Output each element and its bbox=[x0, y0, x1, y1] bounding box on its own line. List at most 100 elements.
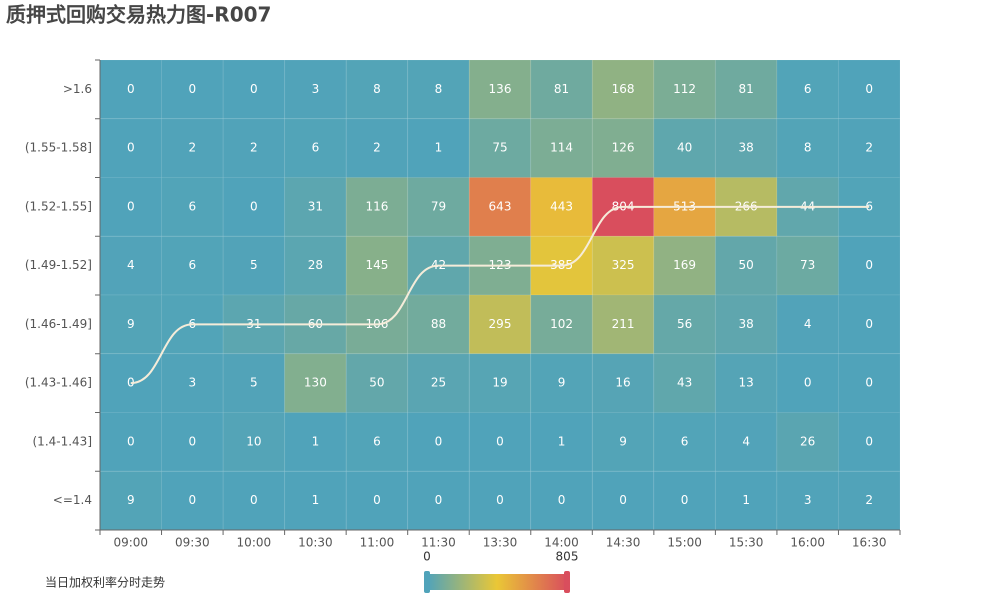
heat-cell bbox=[776, 294, 839, 355]
cell-label: 4 bbox=[127, 258, 135, 272]
x-tick-label: 10:00 bbox=[237, 536, 272, 550]
cell-label: 126 bbox=[612, 141, 635, 155]
heat-cell bbox=[530, 59, 593, 120]
heat-cell bbox=[653, 235, 716, 296]
x-tick-label: 09:30 bbox=[175, 536, 210, 550]
cell-label: 40 bbox=[677, 141, 692, 155]
y-tick-label: >1.6 bbox=[63, 82, 92, 96]
cell-label: 0 bbox=[865, 82, 873, 96]
rate-line bbox=[130, 205, 870, 385]
y-tick-label: (1.52-1.55] bbox=[25, 199, 92, 213]
heat-cell bbox=[222, 470, 286, 531]
heat-cell bbox=[468, 412, 532, 472]
cell-label: 8 bbox=[804, 141, 812, 155]
cell-label: 6 bbox=[804, 82, 812, 96]
cell-label: 0 bbox=[496, 493, 504, 507]
heat-cell bbox=[714, 412, 778, 472]
cell-label: 3 bbox=[312, 82, 320, 96]
x-tick-label: 15:30 bbox=[729, 536, 764, 550]
cell-label: 0 bbox=[804, 376, 812, 390]
cell-label: 0 bbox=[250, 82, 258, 96]
x-tick-label: 11:00 bbox=[360, 536, 395, 550]
heat-cell bbox=[653, 470, 716, 531]
y-tick-label: (1.43-1.46] bbox=[25, 376, 92, 390]
chart-title: 质押式回购交易热力图-R007 bbox=[6, 3, 271, 27]
cell-label: 0 bbox=[127, 82, 135, 96]
cell-label: 81 bbox=[739, 82, 754, 96]
heat-cell bbox=[161, 353, 224, 413]
cell-label: 0 bbox=[865, 434, 873, 448]
cell-label: 3 bbox=[804, 493, 812, 507]
cell-label: 16 bbox=[615, 376, 630, 390]
heat-cell bbox=[345, 118, 409, 178]
heat-cell bbox=[591, 353, 655, 413]
cell-label: 2 bbox=[373, 141, 381, 155]
x-tick-label: 15:00 bbox=[667, 536, 702, 550]
visual-map-bar bbox=[427, 574, 567, 590]
cell-label: 0 bbox=[865, 317, 873, 331]
visual-map-max: 805 bbox=[556, 550, 579, 564]
cell-label: 6 bbox=[681, 434, 689, 448]
heat-cell bbox=[284, 235, 347, 296]
cell-label: 1 bbox=[742, 493, 750, 507]
cell-label: 0 bbox=[250, 199, 258, 213]
heat-cell bbox=[776, 59, 839, 120]
cell-label: 9 bbox=[127, 493, 135, 507]
heat-cell bbox=[407, 470, 470, 531]
heat-cell bbox=[714, 235, 778, 296]
cell-label: 26 bbox=[800, 434, 815, 448]
heat-cell bbox=[653, 412, 716, 472]
heat-cell bbox=[837, 118, 901, 178]
cell-label: 112 bbox=[673, 82, 696, 96]
y-tick-label: <=1.4 bbox=[53, 493, 92, 507]
heat-cell bbox=[99, 118, 163, 178]
heat-cell bbox=[284, 118, 347, 178]
x-tick-label: 11:30 bbox=[421, 536, 456, 550]
cell-label: 73 bbox=[800, 258, 815, 272]
heat-cell bbox=[591, 412, 655, 472]
heat-cell bbox=[345, 353, 409, 413]
heat-cell bbox=[345, 177, 409, 237]
cell-label: 9 bbox=[619, 434, 627, 448]
cell-label: 19 bbox=[492, 376, 507, 390]
cell-label: 5 bbox=[250, 258, 258, 272]
cell-label: 1 bbox=[435, 141, 443, 155]
cell-label: 2 bbox=[865, 141, 873, 155]
cell-label: 88 bbox=[431, 317, 446, 331]
heat-cell bbox=[99, 412, 163, 472]
cell-label: 75 bbox=[492, 141, 507, 155]
cell-label: 6 bbox=[312, 141, 320, 155]
cell-label: 13 bbox=[739, 376, 754, 390]
cell-label: 168 bbox=[612, 82, 635, 96]
cell-label: 0 bbox=[681, 493, 689, 507]
cell-label: 0 bbox=[250, 493, 258, 507]
cell-label: 6 bbox=[188, 199, 196, 213]
cell-label: 38 bbox=[739, 141, 754, 155]
x-tick-label: 10:30 bbox=[298, 536, 333, 550]
cell-label: 325 bbox=[612, 258, 635, 272]
cell-label: 6 bbox=[188, 258, 196, 272]
cell-label: 1 bbox=[312, 493, 320, 507]
cell-label: 31 bbox=[308, 199, 323, 213]
cell-label: 9 bbox=[558, 376, 566, 390]
heat-cell bbox=[99, 235, 163, 296]
heat-cell bbox=[653, 59, 716, 120]
y-tick-label: (1.46-1.49] bbox=[25, 317, 92, 331]
y-tick-label: (1.55-1.58] bbox=[25, 141, 92, 155]
cell-label: 0 bbox=[619, 493, 627, 507]
heat-cell bbox=[837, 412, 901, 472]
heat-cell bbox=[222, 353, 286, 413]
heat-cell bbox=[99, 59, 163, 120]
cell-label: 50 bbox=[369, 376, 384, 390]
heat-cell bbox=[837, 235, 901, 296]
cell-label: 0 bbox=[558, 493, 566, 507]
y-tick-label: (1.49-1.52] bbox=[25, 258, 92, 272]
cell-label: 10 bbox=[246, 434, 261, 448]
cell-label: 8 bbox=[373, 82, 381, 96]
cell-label: 0 bbox=[188, 434, 196, 448]
heat-cell bbox=[530, 353, 593, 413]
heat-cell bbox=[530, 118, 593, 178]
heat-cell bbox=[591, 118, 655, 178]
cell-label: 1 bbox=[558, 434, 566, 448]
